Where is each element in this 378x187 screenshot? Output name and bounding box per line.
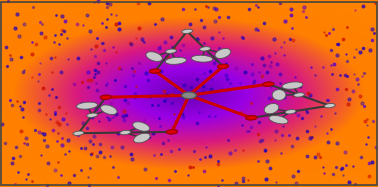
Ellipse shape — [134, 133, 150, 143]
Ellipse shape — [166, 49, 177, 53]
Ellipse shape — [200, 47, 211, 51]
Ellipse shape — [76, 102, 98, 109]
Ellipse shape — [101, 105, 117, 114]
Ellipse shape — [73, 131, 84, 135]
Ellipse shape — [166, 130, 178, 134]
Ellipse shape — [182, 29, 192, 33]
Ellipse shape — [215, 48, 231, 58]
Ellipse shape — [133, 122, 150, 131]
Ellipse shape — [269, 115, 288, 124]
Ellipse shape — [165, 57, 186, 64]
Ellipse shape — [264, 103, 279, 114]
Ellipse shape — [146, 52, 162, 61]
Ellipse shape — [191, 55, 213, 62]
Ellipse shape — [324, 103, 335, 108]
Ellipse shape — [166, 130, 178, 134]
Ellipse shape — [246, 116, 257, 120]
Ellipse shape — [282, 82, 303, 89]
Ellipse shape — [217, 64, 229, 68]
Ellipse shape — [285, 110, 296, 114]
Ellipse shape — [120, 130, 131, 135]
Ellipse shape — [272, 90, 286, 100]
Ellipse shape — [100, 95, 112, 99]
Ellipse shape — [217, 64, 229, 68]
Ellipse shape — [149, 69, 161, 73]
Ellipse shape — [294, 93, 305, 97]
Ellipse shape — [149, 69, 161, 73]
Ellipse shape — [263, 82, 274, 86]
Ellipse shape — [246, 116, 257, 120]
Ellipse shape — [100, 95, 112, 99]
Ellipse shape — [263, 82, 274, 86]
Ellipse shape — [87, 113, 98, 117]
Ellipse shape — [182, 92, 196, 99]
Ellipse shape — [182, 92, 196, 99]
